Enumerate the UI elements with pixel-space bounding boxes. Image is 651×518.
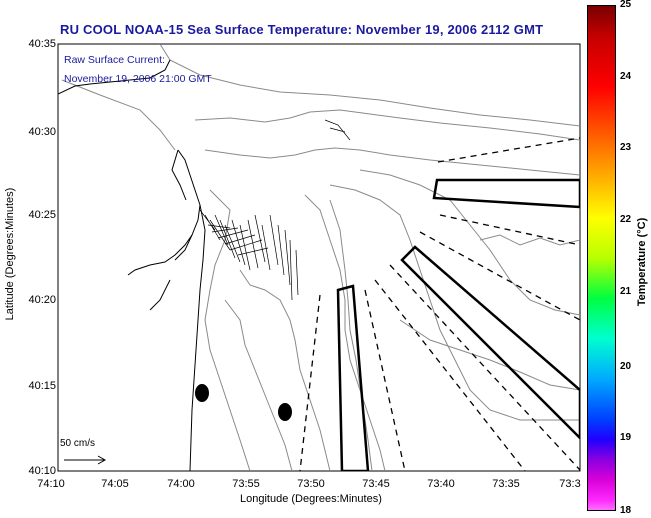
x-tick: 74:00 bbox=[167, 478, 195, 490]
x-tick: 73:55 bbox=[232, 478, 260, 490]
colorbar-tick: 22 bbox=[620, 214, 632, 225]
scale-label: 50 cm/s bbox=[60, 438, 96, 449]
y-axis-label: Latitude (Degrees:Minutes) bbox=[4, 187, 16, 321]
subtitle-date: November 19, 2006 21:00 GMT bbox=[64, 73, 212, 85]
buoy-marker-2 bbox=[278, 403, 292, 421]
subtitle-current: Raw Surface Current: bbox=[64, 54, 165, 66]
colorbar-tick: 21 bbox=[620, 286, 632, 297]
y-tick: 40:10 bbox=[28, 465, 56, 477]
y-tick: 40:20 bbox=[28, 294, 56, 306]
x-tick: 73:35 bbox=[492, 478, 520, 490]
y-tick: 40:35 bbox=[28, 38, 56, 50]
colorbar-label: Temperature (°C) bbox=[636, 217, 648, 307]
scale-arrow bbox=[64, 455, 107, 465]
survey-boxes bbox=[336, 178, 580, 471]
colorbar-tick: 23 bbox=[620, 142, 632, 153]
map-title: RU COOL NOAA-15 Sea Surface Temperature:… bbox=[60, 22, 544, 37]
coastline bbox=[58, 59, 206, 471]
x-tick: 73:50 bbox=[297, 478, 325, 490]
colorbar-tick: 25 bbox=[620, 0, 632, 10]
y-tick: 40:25 bbox=[28, 209, 56, 221]
current-vectors bbox=[199, 119, 351, 301]
buoy-marker-1 bbox=[195, 384, 209, 402]
x-axis-label: Longitude (Degrees:Minutes) bbox=[240, 493, 382, 505]
x-tick: 74:10 bbox=[37, 478, 65, 490]
x-tick: 73:3 bbox=[559, 478, 581, 490]
colorbar-tick: 20 bbox=[620, 361, 632, 372]
bathymetry-contours bbox=[61, 44, 580, 471]
colorbar-tick: 18 bbox=[620, 505, 632, 516]
x-tick: 73:40 bbox=[427, 478, 455, 490]
temperature-colorbar bbox=[587, 5, 616, 511]
colorbar-tick: 24 bbox=[620, 71, 632, 82]
x-tick: 74:05 bbox=[101, 478, 129, 490]
colorbar-tick: 19 bbox=[620, 432, 632, 443]
dashed-lines bbox=[299, 137, 580, 471]
plot-frame bbox=[57, 43, 581, 472]
y-tick: 40:15 bbox=[28, 380, 56, 392]
y-tick: 40:30 bbox=[28, 126, 56, 138]
x-tick: 73:45 bbox=[362, 478, 390, 490]
